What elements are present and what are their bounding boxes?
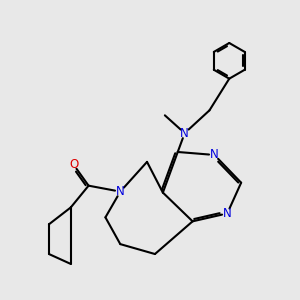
Text: N: N [223,207,232,220]
Text: N: N [180,127,189,140]
Text: O: O [69,158,78,171]
Text: N: N [116,185,125,198]
Text: N: N [210,148,219,161]
